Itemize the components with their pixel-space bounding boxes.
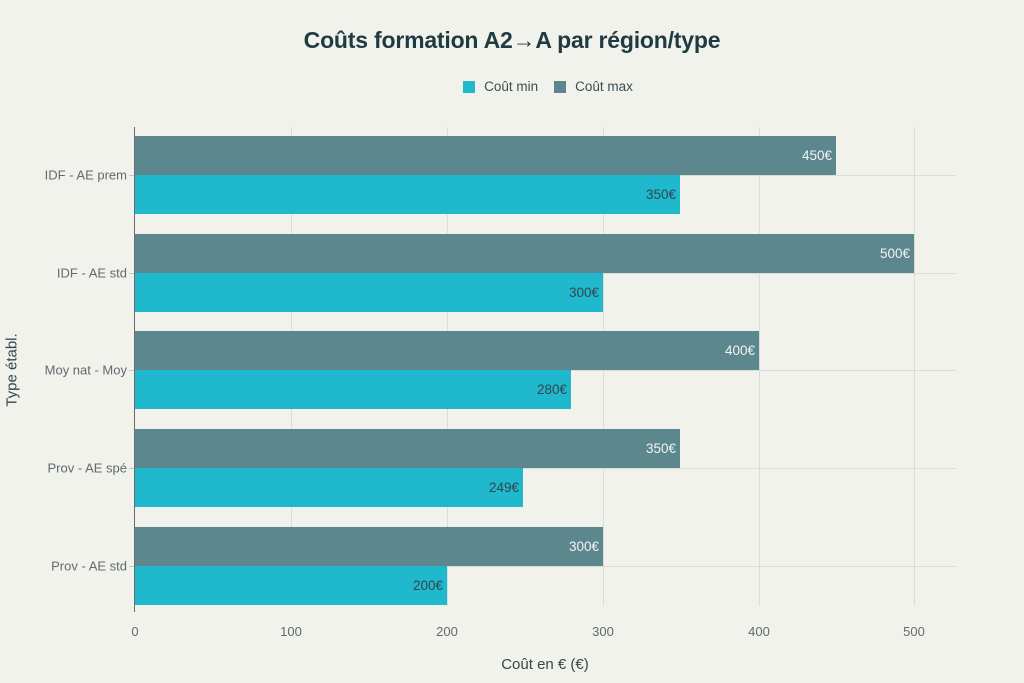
bar-max-prov-ae-std[interactable]: 300€ [135,527,603,566]
bar-value-label: 300€ [568,539,599,554]
y-tick-mark [129,468,134,469]
y-tick-label: IDF - AE std [56,265,127,281]
bar-value-label: 200€ [412,578,443,593]
x-tick-label: 200 [436,624,458,639]
bar-value-label: 450€ [801,148,832,163]
gridline-x-400 [759,127,760,606]
bar-value-label: 300€ [568,285,599,300]
gridline-y-3 [135,468,956,469]
bar-max-idf-ae-prem[interactable]: 450€ [135,136,836,175]
bar-value-label: 500€ [879,246,910,261]
x-tick-label: 500 [903,624,925,639]
y-tick-label: IDF - AE prem [44,167,127,183]
y-axis-title: Type établ. [3,333,21,407]
gridline-y-4 [135,566,956,567]
legend: Coût min Coût max [0,79,1024,94]
plot-area: 450€ 350€ 500€ 300€ 400€ 280€ 350€ 249€ … [135,127,956,606]
legend-swatch-max [554,80,567,93]
legend-item-max[interactable]: Coût max [554,79,633,94]
y-tick-mark [129,566,134,567]
legend-item-min[interactable]: Coût min [463,79,538,94]
bar-min-prov-ae-spe[interactable]: 249€ [135,468,523,507]
y-tick-label: Moy nat - Moy [44,362,127,378]
bar-value-label: 350€ [645,187,676,202]
bar-min-prov-ae-std[interactable]: 200€ [135,566,447,605]
y-tick-mark [129,273,134,274]
bar-value-label: 400€ [724,343,755,358]
chart-title: Coûts formation A2→A par région/type [303,27,721,53]
y-axis-line [134,127,135,612]
y-tick-label: Prov - AE spé [47,460,127,476]
x-tick-label: 100 [280,624,302,639]
bar-min-moy-nat[interactable]: 280€ [135,370,571,409]
bar-min-idf-ae-std[interactable]: 300€ [135,273,603,312]
bar-value-label: 249€ [488,480,519,495]
bar-value-label: 280€ [536,382,567,397]
bar-max-idf-ae-std[interactable]: 500€ [135,234,914,273]
legend-label-max: Coût max [575,79,633,94]
x-tick-label: 0 [131,624,139,639]
gridline-x-500 [914,127,915,606]
y-tick-mark [129,175,134,176]
bar-max-prov-ae-spe[interactable]: 350€ [135,429,680,468]
bar-min-idf-ae-prem[interactable]: 350€ [135,175,680,214]
x-tick-label: 400 [748,624,770,639]
y-tick-label: Prov - AE std [51,558,127,574]
bar-max-moy-nat[interactable]: 400€ [135,331,759,370]
bar-value-label: 350€ [645,441,676,456]
x-tick-label: 300 [592,624,614,639]
legend-swatch-min [463,80,476,93]
y-tick-mark [129,370,134,371]
legend-label-min: Coût min [484,79,539,94]
x-axis-title: Coût en € (€) [501,656,589,673]
